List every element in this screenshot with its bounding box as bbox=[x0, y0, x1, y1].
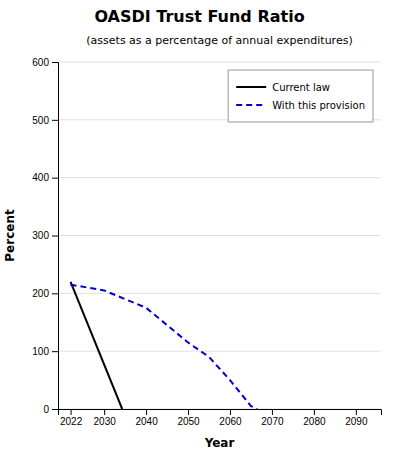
axis-line bbox=[59, 410, 382, 416]
tick-label: 2060 bbox=[219, 416, 242, 427]
tick: 2030 bbox=[94, 409, 117, 427]
tick: 200 bbox=[32, 288, 58, 299]
legend: Current law With this provision bbox=[228, 70, 373, 122]
tick: 500 bbox=[32, 115, 58, 126]
tick-mark bbox=[272, 409, 273, 415]
axis-line bbox=[52, 63, 59, 410]
tick-mark bbox=[52, 409, 58, 410]
y-axis-title: Percent bbox=[3, 209, 17, 262]
tick: 2070 bbox=[261, 409, 284, 427]
tick-label: 400 bbox=[32, 172, 49, 183]
tick-mark bbox=[52, 120, 58, 121]
grid-line bbox=[58, 62, 381, 63]
tick: 2022 bbox=[60, 409, 83, 427]
grid bbox=[58, 62, 381, 409]
series-line bbox=[71, 285, 258, 409]
tick-label: 2022 bbox=[60, 416, 83, 427]
tick: 400 bbox=[32, 172, 58, 183]
tick-label: 2030 bbox=[94, 416, 117, 427]
tick: 2040 bbox=[135, 409, 158, 427]
tick: 0 bbox=[43, 404, 58, 415]
grid-line bbox=[58, 351, 381, 352]
series-line bbox=[71, 282, 123, 409]
x-axis: 2022 2030 2040 2050 2060 2070 2080 2090 bbox=[59, 409, 382, 427]
tick: 2060 bbox=[219, 409, 242, 427]
grid-line bbox=[58, 177, 381, 178]
tick-mark bbox=[314, 409, 315, 415]
subtitle: (assets as a percentage of annual expend… bbox=[86, 34, 352, 47]
tick: 2080 bbox=[303, 409, 326, 427]
tick-label: 2070 bbox=[261, 416, 284, 427]
tick-label: 300 bbox=[32, 230, 49, 241]
tick-mark bbox=[52, 178, 58, 179]
chart: OASDI Trust Fund Ratio (assets as a perce… bbox=[0, 0, 399, 457]
tick-mark bbox=[52, 293, 58, 294]
tick-mark bbox=[52, 351, 58, 352]
tick: 2050 bbox=[177, 409, 200, 427]
x-axis-title: Year bbox=[204, 436, 235, 450]
tick-mark bbox=[71, 409, 72, 415]
legend-label: Current law bbox=[272, 82, 330, 93]
tick-mark bbox=[104, 409, 105, 415]
tick-mark bbox=[356, 409, 357, 415]
title: OASDI Trust Fund Ratio bbox=[94, 7, 304, 26]
lines bbox=[71, 282, 258, 409]
tick-label: 2090 bbox=[345, 416, 368, 427]
legend-swatch bbox=[236, 86, 266, 88]
tick: 300 bbox=[32, 230, 58, 241]
tick-label: 100 bbox=[32, 346, 49, 357]
tick: 600 bbox=[32, 57, 58, 68]
tick-mark bbox=[52, 62, 58, 63]
tick-label: 2040 bbox=[135, 416, 158, 427]
tick-label: 600 bbox=[32, 57, 49, 68]
tick-mark bbox=[188, 409, 189, 415]
y-axis: 0 100 200 300 400 500 600 bbox=[32, 57, 58, 415]
tick-label: 2050 bbox=[177, 416, 200, 427]
grid-line bbox=[58, 235, 381, 236]
grid-line bbox=[58, 293, 381, 294]
tick-label: 200 bbox=[32, 288, 49, 299]
legend-swatch bbox=[236, 104, 266, 106]
legend-box bbox=[228, 70, 373, 122]
tick: 2090 bbox=[345, 409, 368, 427]
tick-label: 0 bbox=[43, 404, 49, 415]
tick-mark bbox=[146, 409, 147, 415]
tick-mark bbox=[230, 409, 231, 415]
tick-mark bbox=[52, 236, 58, 237]
tick-label: 2080 bbox=[303, 416, 326, 427]
plot: 2022 2030 2040 2050 2060 2070 2080 2090 0 100 200 3… bbox=[3, 57, 382, 450]
legend-label: With this provision bbox=[272, 100, 365, 111]
tick: 100 bbox=[32, 346, 58, 357]
tick-label: 500 bbox=[32, 115, 49, 126]
